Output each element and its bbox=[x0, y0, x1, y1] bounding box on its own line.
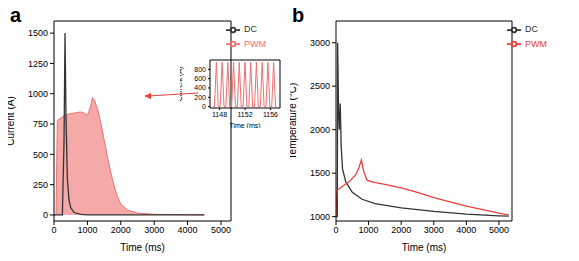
html-text:PWM: PWM bbox=[244, 38, 266, 49]
svg-text:Time (ms): Time (ms) bbox=[229, 122, 260, 128]
svg-text:2000: 2000 bbox=[310, 125, 330, 135]
svg-text:Time (ms): Time (ms) bbox=[120, 242, 165, 253]
svg-text:1000: 1000 bbox=[310, 212, 330, 222]
html-text:a: a bbox=[10, 4, 22, 26]
svg-text:4000: 4000 bbox=[178, 225, 198, 235]
svg-text:1500: 1500 bbox=[310, 168, 330, 178]
html-text:DC: DC bbox=[525, 24, 538, 34]
svg-text:1250: 1250 bbox=[28, 59, 48, 69]
svg-text:2000: 2000 bbox=[391, 225, 411, 235]
svg-text:600: 600 bbox=[194, 75, 206, 82]
svg-text:Temperature (°C): Temperature (°C) bbox=[290, 83, 298, 160]
svg-text:1500: 1500 bbox=[28, 28, 48, 38]
svg-text:2500: 2500 bbox=[310, 81, 330, 91]
svg-text:0: 0 bbox=[43, 210, 48, 220]
svg-text:0: 0 bbox=[51, 225, 56, 235]
svg-text:1000: 1000 bbox=[77, 225, 97, 235]
svg-text:500: 500 bbox=[33, 150, 48, 160]
svg-text:Time (ms): Time (ms) bbox=[402, 242, 447, 253]
svg-text:400: 400 bbox=[194, 84, 206, 91]
svg-text:Current (A): Current (A) bbox=[180, 67, 184, 102]
svg-text:250: 250 bbox=[33, 180, 48, 190]
svg-text:3000: 3000 bbox=[310, 38, 330, 48]
svg-text:5000: 5000 bbox=[489, 225, 509, 235]
svg-text:1000: 1000 bbox=[359, 225, 379, 235]
svg-text:1152: 1152 bbox=[237, 111, 252, 118]
html-text:b: b bbox=[292, 4, 305, 26]
svg-text:750: 750 bbox=[33, 119, 48, 129]
svg-text:0: 0 bbox=[202, 103, 206, 110]
svg-text:800: 800 bbox=[194, 66, 206, 73]
svg-text:Current (A): Current (A) bbox=[8, 96, 16, 145]
svg-text:200: 200 bbox=[194, 94, 206, 101]
svg-text:4000: 4000 bbox=[456, 225, 476, 235]
svg-text:1156: 1156 bbox=[263, 111, 278, 118]
svg-text:5000: 5000 bbox=[211, 225, 231, 235]
svg-text:2000: 2000 bbox=[111, 225, 131, 235]
svg-text:3000: 3000 bbox=[144, 225, 164, 235]
svg-text:1148: 1148 bbox=[212, 111, 227, 118]
html-text:PWM: PWM bbox=[525, 38, 547, 49]
svg-text:3000: 3000 bbox=[424, 225, 444, 235]
svg-text:0: 0 bbox=[333, 225, 338, 235]
html-text:DC: DC bbox=[244, 24, 257, 34]
svg-text:1000: 1000 bbox=[28, 89, 48, 99]
